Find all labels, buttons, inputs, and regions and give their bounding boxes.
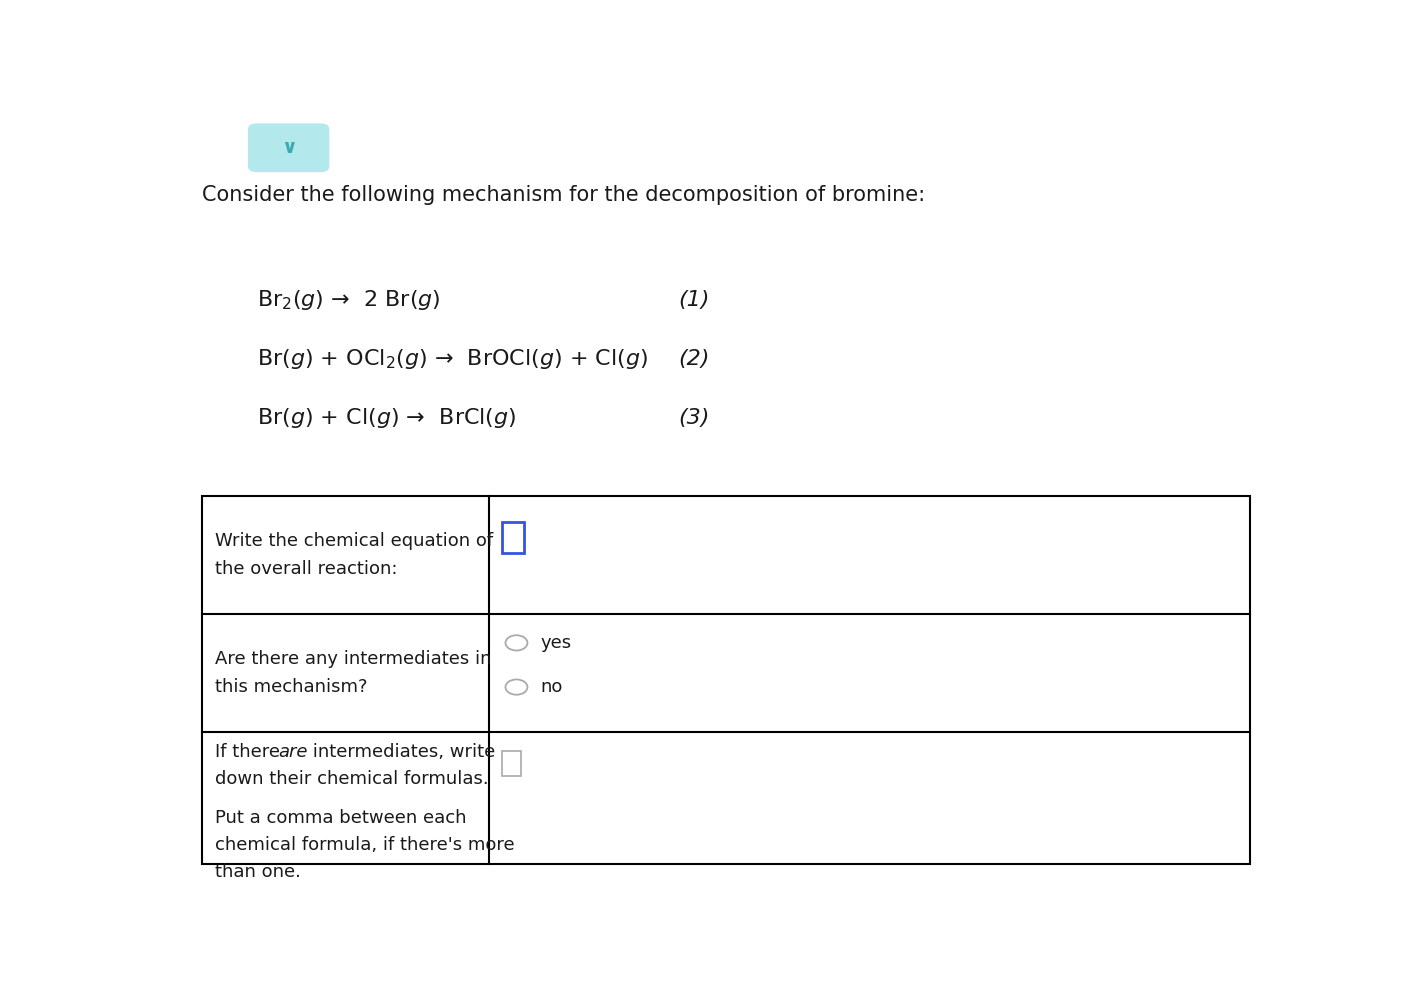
- Text: Are there any intermediates in
this mechanism?: Are there any intermediates in this mech…: [214, 650, 491, 696]
- Text: If there: If there: [214, 742, 285, 760]
- Text: Br$_2$($g$) →  2 Br($g$): Br$_2$($g$) → 2 Br($g$): [257, 288, 440, 312]
- Text: are: are: [278, 742, 308, 760]
- Bar: [202, 496, 1251, 864]
- Text: ∨: ∨: [281, 139, 297, 157]
- Text: (1): (1): [679, 290, 710, 310]
- Text: yes: yes: [541, 634, 572, 651]
- Text: Write the chemical equation of
the overall reaction:: Write the chemical equation of the overa…: [214, 533, 493, 578]
- Text: Br($g$) + OCl$_2$($g$) →  BrOCl($g$) + Cl($g$): Br($g$) + OCl$_2$($g$) → BrOCl($g$) + Cl…: [257, 346, 648, 371]
- Text: Br($g$) + Cl($g$) →  BrCl($g$): Br($g$) + Cl($g$) → BrCl($g$): [257, 406, 515, 430]
- Bar: [503, 523, 524, 553]
- Text: no: no: [541, 678, 564, 696]
- Text: than one.: than one.: [214, 863, 301, 881]
- Text: down their chemical formulas.: down their chemical formulas.: [214, 770, 488, 788]
- Bar: [503, 751, 521, 776]
- Text: (2): (2): [679, 348, 710, 369]
- Text: (3): (3): [679, 408, 710, 428]
- Text: intermediates, write: intermediates, write: [307, 742, 496, 760]
- Text: Put a comma between each: Put a comma between each: [214, 809, 466, 827]
- Text: Consider the following mechanism for the decomposition of bromine:: Consider the following mechanism for the…: [202, 185, 924, 205]
- FancyBboxPatch shape: [248, 124, 329, 172]
- Text: chemical formula, if there's more: chemical formula, if there's more: [214, 836, 514, 854]
